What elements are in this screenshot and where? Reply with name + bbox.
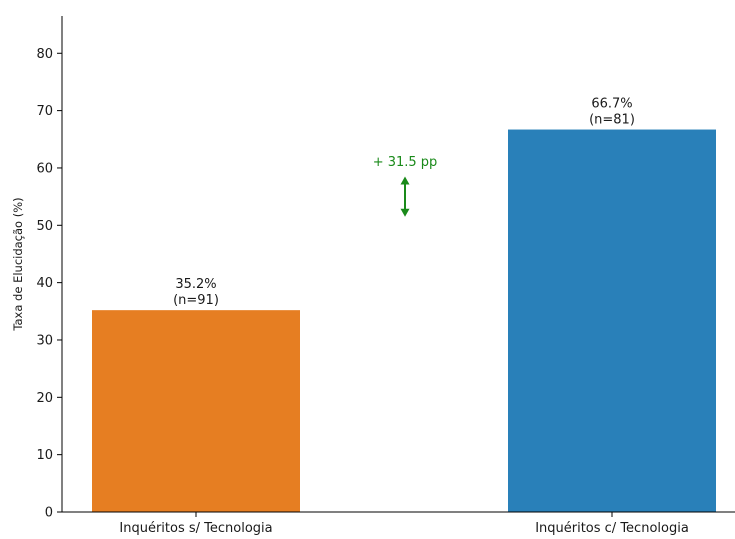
y-tick-label: 0 xyxy=(45,506,53,521)
bar-count-label: (n=81) xyxy=(589,113,635,128)
y-tick-label: 80 xyxy=(36,47,53,62)
x-ticks: Inquéritos s/ Tecnologia Inquéritos c/ Te… xyxy=(119,512,689,536)
bar-value-label: 35.2% xyxy=(175,277,216,292)
difference-annotation: + 31.5 pp xyxy=(373,155,438,217)
y-tick-label: 50 xyxy=(36,219,53,234)
y-tick-label: 10 xyxy=(36,448,53,463)
y-tick-label: 70 xyxy=(36,104,53,119)
y-tick-label: 40 xyxy=(36,276,53,291)
axes-layer xyxy=(61,16,735,513)
y-axis-title: Taxa de Elucidação (%) xyxy=(11,197,25,331)
y-ticks: 0 10 20 30 40 50 60 70 80 xyxy=(36,47,62,521)
arrow-head-up-icon xyxy=(400,176,410,185)
arrow-head-down-icon xyxy=(400,208,410,217)
bar-value-label: 66.7% xyxy=(591,97,632,112)
difference-label: + 31.5 pp xyxy=(373,155,438,170)
y-tick-label: 30 xyxy=(36,333,53,348)
x-tick-label: Inquéritos c/ Tecnologia xyxy=(535,521,689,535)
y-tick-label: 60 xyxy=(36,161,53,176)
x-tick-label: Inquéritos s/ Tecnologia xyxy=(119,521,272,535)
bar-2 xyxy=(508,129,716,512)
bars-layer xyxy=(92,129,716,512)
y-tick-label: 20 xyxy=(36,391,53,406)
bar-1 xyxy=(92,310,300,512)
data-labels: 35.2%(n=91) 66.7%(n=81) xyxy=(173,97,635,309)
bar-count-label: (n=91) xyxy=(173,293,219,308)
